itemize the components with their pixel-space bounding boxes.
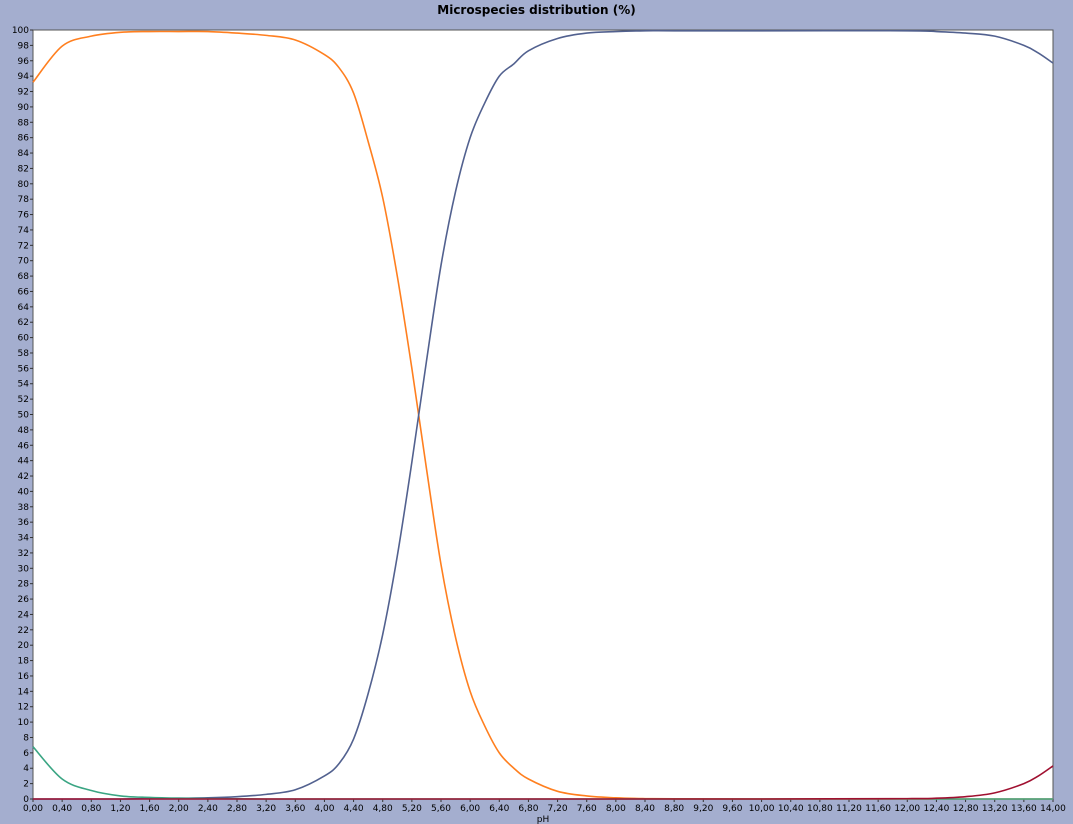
y-tick-label: 2 bbox=[23, 780, 29, 790]
y-tick-label: 22 bbox=[18, 626, 29, 636]
x-tick-label: 11,60 bbox=[865, 804, 891, 814]
x-tick-label: 8,40 bbox=[635, 804, 655, 814]
x-tick-label: 1,20 bbox=[110, 804, 130, 814]
y-tick-label: 24 bbox=[18, 610, 30, 620]
x-tick-label: 10,80 bbox=[807, 804, 833, 814]
y-tick-label: 44 bbox=[18, 457, 30, 467]
x-tick-label: 9,20 bbox=[693, 804, 713, 814]
y-tick-label: 36 bbox=[18, 518, 30, 528]
x-tick-label: 2,80 bbox=[227, 804, 247, 814]
y-tick-label: 20 bbox=[18, 641, 30, 651]
y-tick-label: 54 bbox=[18, 380, 30, 390]
chart-title: Microspecies distribution (%) bbox=[437, 3, 636, 17]
y-tick-label: 50 bbox=[18, 411, 30, 421]
x-tick-label: 12,80 bbox=[953, 804, 979, 814]
x-axis-label: pH bbox=[537, 815, 549, 824]
y-tick-label: 12 bbox=[18, 703, 29, 713]
x-tick-label: 0,80 bbox=[81, 804, 101, 814]
y-tick-label: 66 bbox=[18, 287, 30, 297]
x-tick-label: 2,40 bbox=[198, 804, 218, 814]
y-tick-label: 86 bbox=[18, 134, 30, 144]
x-tick-label: 12,00 bbox=[894, 804, 920, 814]
y-tick-label: 96 bbox=[18, 57, 30, 67]
x-tick-label: 2,00 bbox=[169, 804, 189, 814]
x-tick-label: 12,40 bbox=[924, 804, 950, 814]
y-tick-label: 26 bbox=[18, 595, 30, 605]
y-tick-label: 90 bbox=[18, 103, 30, 113]
y-tick-label: 40 bbox=[18, 487, 30, 497]
series-line-4 bbox=[32, 765, 1054, 800]
y-tick-label: 46 bbox=[18, 441, 30, 451]
y-tick-label: 82 bbox=[18, 164, 29, 174]
y-axis: 0246810121416182022242628303234363840424… bbox=[12, 26, 33, 805]
x-tick-label: 0,40 bbox=[52, 804, 72, 814]
y-tick-label: 6 bbox=[23, 749, 29, 759]
y-tick-label: 64 bbox=[18, 303, 30, 313]
x-tick-label: 13,60 bbox=[1011, 804, 1037, 814]
x-tick-label: 6,80 bbox=[518, 804, 538, 814]
x-tick-label: 11,20 bbox=[836, 804, 862, 814]
x-tick-label: 8,80 bbox=[664, 804, 684, 814]
y-tick-label: 14 bbox=[18, 687, 30, 697]
x-axis: 0,00 0,40 0,80 1,20 1,60 2,00 2,40 2,80 3,20 3,60… bbox=[23, 799, 1066, 814]
y-tick-label: 70 bbox=[18, 257, 30, 267]
y-tick-label: 34 bbox=[18, 534, 30, 544]
y-tick-label: 84 bbox=[18, 149, 30, 159]
x-tick-label: 13,20 bbox=[982, 804, 1008, 814]
y-tick-label: 42 bbox=[18, 472, 29, 482]
y-tick-label: 88 bbox=[18, 118, 30, 128]
y-tick-label: 18 bbox=[18, 657, 30, 667]
y-tick-label: 76 bbox=[18, 211, 30, 221]
y-tick-label: 58 bbox=[18, 349, 30, 359]
series-line-2 bbox=[32, 29, 1054, 800]
y-tick-label: 38 bbox=[18, 503, 30, 513]
y-tick-label: 62 bbox=[18, 318, 29, 328]
x-tick-label: 6,00 bbox=[460, 804, 480, 814]
y-tick-label: 98 bbox=[18, 41, 30, 51]
y-tick-label: 32 bbox=[18, 549, 29, 559]
x-tick-label: 5,60 bbox=[431, 804, 451, 814]
y-tick-label: 0 bbox=[23, 795, 29, 805]
y-tick-label: 60 bbox=[18, 334, 30, 344]
y-tick-label: 100 bbox=[12, 26, 29, 36]
x-tick-label: 3,20 bbox=[256, 804, 276, 814]
y-tick-label: 80 bbox=[18, 180, 30, 190]
x-tick-label: 8,00 bbox=[606, 804, 626, 814]
y-tick-label: 28 bbox=[18, 580, 30, 590]
y-tick-label: 16 bbox=[18, 672, 30, 682]
y-tick-label: 8 bbox=[23, 733, 29, 743]
x-tick-label: 10,00 bbox=[749, 804, 775, 814]
y-tick-label: 56 bbox=[18, 364, 30, 374]
plot-area bbox=[32, 29, 1054, 800]
y-tick-label: 68 bbox=[18, 272, 30, 282]
x-tick-label: 7,60 bbox=[577, 804, 597, 814]
x-tick-label: 7,20 bbox=[548, 804, 568, 814]
y-tick-label: 48 bbox=[18, 426, 30, 436]
y-tick-label: 52 bbox=[18, 395, 29, 405]
y-tick-label: 72 bbox=[18, 241, 29, 251]
x-tick-label: 1,60 bbox=[140, 804, 160, 814]
y-tick-label: 78 bbox=[18, 195, 30, 205]
x-tick-label: 5,20 bbox=[402, 804, 422, 814]
x-tick-label: 9,60 bbox=[722, 804, 742, 814]
x-tick-label: 4,80 bbox=[373, 804, 393, 814]
y-tick-label: 92 bbox=[18, 88, 29, 98]
x-tick-label: 0,00 bbox=[23, 804, 43, 814]
x-tick-label: 4,40 bbox=[344, 804, 364, 814]
x-tick-label: 4,00 bbox=[314, 804, 334, 814]
series-layer bbox=[32, 29, 1054, 800]
x-tick-label: 3,60 bbox=[285, 804, 305, 814]
y-tick-label: 74 bbox=[18, 226, 30, 236]
x-tick-label: 6,40 bbox=[489, 804, 509, 814]
y-tick-label: 10 bbox=[18, 718, 30, 728]
x-tick-label: 10,40 bbox=[778, 804, 804, 814]
y-tick-label: 94 bbox=[18, 72, 30, 82]
y-tick-label: 30 bbox=[18, 564, 30, 574]
y-tick-label: 4 bbox=[23, 764, 29, 774]
x-tick-label: 14,00 bbox=[1040, 804, 1066, 814]
